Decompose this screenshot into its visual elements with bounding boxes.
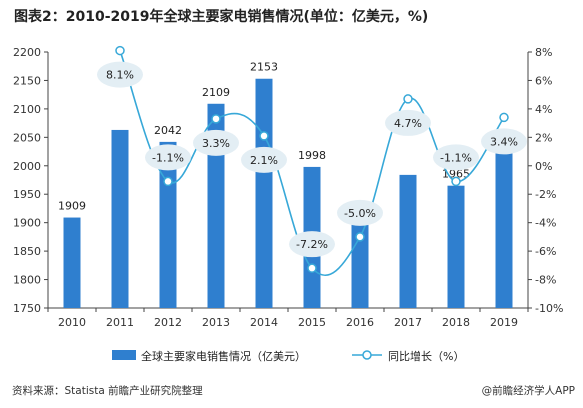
legend-bar-swatch (112, 350, 136, 360)
source-note: 资料来源：Statista 前瞻产业研究院整理 (12, 385, 203, 397)
x-tick-label: 2017 (394, 316, 422, 329)
growth-value-label: 3.3% (202, 137, 230, 150)
growth-marker (403, 94, 413, 104)
growth-value-label: 8.1% (106, 69, 134, 82)
left-tick-label: 1850 (13, 245, 41, 258)
left-tick-label: 1900 (13, 217, 41, 230)
right-tick-label: -6% (535, 245, 556, 258)
growth-bubble (289, 231, 335, 258)
legend-layer: 全球主要家电销售情况（亿美元） 同比增长（%） (112, 349, 464, 363)
left-tick-label: 1750 (13, 302, 41, 315)
growth-value-label: 3.4% (490, 135, 518, 148)
growth-marker (115, 45, 125, 56)
legend-line-label: 同比增长（%） (388, 349, 464, 363)
left-tick-label: 2200 (13, 46, 41, 59)
bar-2019 (495, 148, 513, 308)
bar-value-label: 1998 (298, 149, 326, 162)
x-tick-label: 2018 (442, 316, 470, 329)
x-tick-label: 2016 (346, 316, 374, 329)
x-tick-label: 2012 (154, 316, 182, 329)
right-tick-label: -10% (535, 302, 563, 315)
bar-2018 (447, 185, 465, 308)
left-tick-label: 2100 (13, 103, 41, 116)
bar-value-label: 2042 (154, 124, 182, 137)
legend-line-marker (362, 350, 372, 360)
chart-title: 图表2：2010-2019年全球主要家电销售情况(单位：亿美元，%) (14, 9, 429, 25)
brand-credit: @前瞻经济学人APP (481, 385, 575, 397)
growth-marker (499, 112, 509, 123)
right-tick-label: 0% (535, 160, 552, 173)
growth-marker (451, 176, 461, 187)
right-tick-label: -2% (535, 188, 556, 201)
bars-layer (63, 78, 513, 308)
growth-value-label: -7.2% (296, 238, 328, 251)
bar-value-label: 2109 (202, 86, 230, 99)
axes-layer: 1750 1800 1850 1900 1950 2000 2050 2100 2150 2200… (13, 46, 563, 329)
right-tick-label: 4% (535, 103, 552, 116)
growth-value-label: 4.7% (394, 117, 422, 130)
right-tick-label: -8% (535, 274, 556, 287)
growth-bubble (433, 144, 479, 171)
growth-marker (211, 114, 221, 124)
growth-bubble (193, 129, 239, 156)
bar-value-label: 1965 (442, 168, 470, 181)
bar-2017 (399, 174, 417, 308)
growth-value-label: -5.0% (344, 207, 376, 220)
x-tick-label: 2011 (106, 316, 134, 329)
x-tick-label: 2019 (490, 316, 518, 329)
left-tick-label: 1800 (13, 274, 41, 287)
right-tick-label: 2% (535, 131, 552, 144)
bubbles-layer: 8.1% -1.1% 3.3% 2.1% -7.2% -5.0% 4.7% -1.1% 3.4% (97, 45, 527, 273)
growth-marker (307, 263, 317, 273)
growth-bubble (481, 128, 527, 155)
growth-bubble (241, 146, 287, 173)
bar-2014 (255, 78, 273, 308)
x-tick-label: 2015 (298, 316, 326, 329)
left-tick-label: 2050 (13, 131, 41, 144)
growth-bubble (145, 144, 191, 171)
growth-marker (163, 176, 173, 187)
bar-2010 (63, 217, 81, 308)
right-tick-label: -4% (535, 217, 556, 230)
bar-value-label: 1909 (58, 200, 86, 213)
growth-value-label: -1.1% (440, 151, 472, 164)
legend-bar-label: 全球主要家电销售情况（亿美元） (141, 349, 306, 363)
left-tick-label: 2150 (13, 74, 41, 87)
x-tick-label: 2010 (58, 316, 86, 329)
right-tick-label: 6% (535, 74, 552, 87)
growth-marker (355, 232, 365, 242)
growth-value-label: -1.1% (152, 151, 184, 164)
right-tick-label: 8% (535, 46, 552, 59)
growth-bubble (337, 199, 383, 226)
bar-2011 (111, 129, 129, 308)
growth-bubble (385, 109, 431, 136)
growth-bubble (97, 61, 143, 88)
growth-value-label: 2.1% (250, 154, 278, 167)
growth-marker (259, 131, 269, 141)
x-tick-label: 2013 (202, 316, 230, 329)
x-tick-label: 2014 (250, 316, 278, 329)
left-tick-label: 1950 (13, 188, 41, 201)
bar-value-label: 2153 (250, 61, 278, 74)
left-tick-label: 2000 (13, 160, 41, 173)
